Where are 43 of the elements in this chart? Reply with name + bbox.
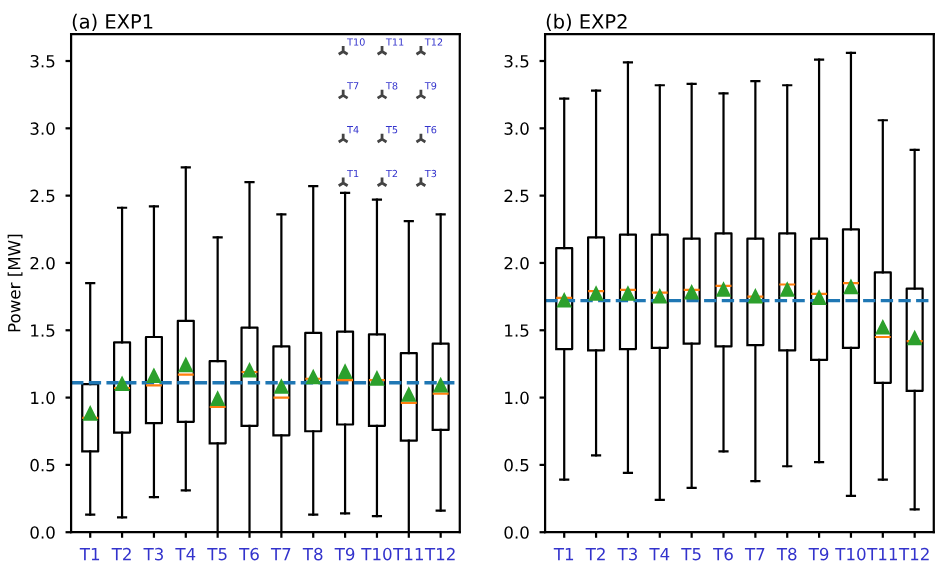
y-axis-title: Power [MW]: [7, 234, 23, 332]
x-tick-label: T11: [393, 548, 423, 561]
y-tick-label: 1.5: [505, 324, 529, 337]
y-tick-label: 1.5: [31, 324, 55, 337]
x-tick-label: T7: [270, 548, 291, 561]
x-tick-label: T1: [553, 548, 574, 561]
y-tick-label: 3.5: [504, 54, 529, 68]
x-tick-label: T9: [808, 547, 829, 561]
x-tick-label: T1: [79, 548, 100, 561]
y-tick-label: 2.5: [504, 189, 529, 203]
x-tick-label: T4: [649, 548, 670, 561]
y-tick-label: 0.0: [30, 526, 55, 539]
x-tick-label: T5: [207, 548, 227, 561]
chart-title: (a) EXP1: [72, 13, 153, 32]
y-tick-label: 3.0: [504, 122, 529, 135]
x-tick-label: T10: [835, 547, 866, 561]
x-tick-label: T11: [867, 548, 897, 561]
x-tick-label: T7: [744, 548, 765, 561]
x-tick-label: T8: [776, 547, 797, 561]
y-tick-label: 2.0: [30, 256, 55, 270]
chart-title: (b) EXP2: [546, 13, 627, 32]
y-tick-label: 2.5: [30, 189, 55, 203]
x-tick-label: T6: [713, 547, 733, 561]
x-tick-label: T2: [111, 547, 131, 561]
x-tick-label: T3: [143, 547, 163, 561]
x-tick-label: T4: [175, 548, 196, 561]
x-tick-label: T6: [239, 547, 259, 561]
x-tick-label: T5: [681, 548, 701, 561]
y-tick-label: 2.0: [504, 256, 529, 270]
y-tick-label: 3.0: [30, 122, 55, 135]
x-tick-label: T10: [361, 547, 392, 561]
y-tick-label: 0.0: [504, 526, 529, 539]
y-tick-label: 1.0: [31, 391, 55, 405]
y-tick-label: 0.5: [30, 458, 55, 472]
x-tick-label: T8: [302, 547, 323, 561]
x-tick-label: T2: [585, 547, 605, 561]
y-tick-label: 3.5: [30, 54, 55, 68]
x-tick-label: T12: [898, 547, 929, 561]
x-tick-label: T9: [334, 547, 355, 561]
y-tick-label: 0.5: [504, 458, 529, 472]
x-tick-label: T3: [617, 547, 637, 561]
x-tick-label: T12: [424, 547, 455, 561]
y-tick-label: 1.0: [505, 391, 529, 405]
